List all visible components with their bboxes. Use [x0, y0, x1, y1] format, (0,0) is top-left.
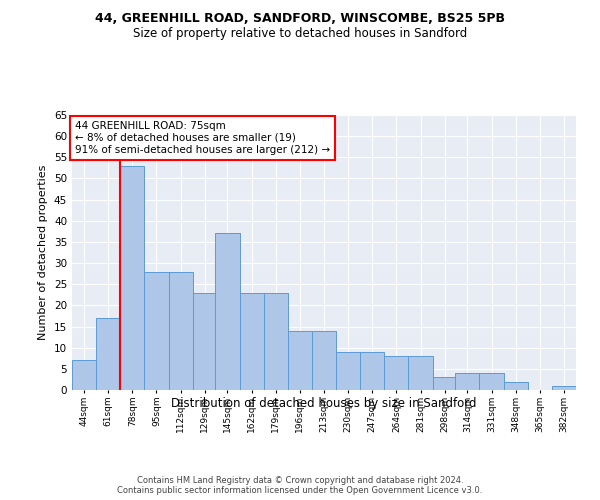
Bar — [360, 352, 385, 390]
Bar — [479, 373, 503, 390]
Bar — [169, 272, 193, 390]
Bar — [120, 166, 145, 390]
Text: Contains HM Land Registry data © Crown copyright and database right 2024.
Contai: Contains HM Land Registry data © Crown c… — [118, 476, 482, 495]
Bar — [385, 356, 409, 390]
Text: 44, GREENHILL ROAD, SANDFORD, WINSCOMBE, BS25 5PB: 44, GREENHILL ROAD, SANDFORD, WINSCOMBE,… — [95, 12, 505, 26]
Text: 44 GREENHILL ROAD: 75sqm
← 8% of detached houses are smaller (19)
91% of semi-de: 44 GREENHILL ROAD: 75sqm ← 8% of detache… — [75, 122, 330, 154]
Text: Size of property relative to detached houses in Sandford: Size of property relative to detached ho… — [133, 28, 467, 40]
Bar — [145, 272, 169, 390]
Bar — [96, 318, 120, 390]
Bar — [552, 386, 576, 390]
Text: Distribution of detached houses by size in Sandford: Distribution of detached houses by size … — [171, 398, 477, 410]
Y-axis label: Number of detached properties: Number of detached properties — [38, 165, 49, 340]
Bar — [193, 292, 217, 390]
Bar — [215, 234, 239, 390]
Bar — [503, 382, 528, 390]
Bar — [336, 352, 360, 390]
Bar — [455, 373, 479, 390]
Bar — [433, 378, 457, 390]
Bar — [263, 292, 288, 390]
Bar — [239, 292, 263, 390]
Bar — [288, 331, 312, 390]
Bar — [72, 360, 96, 390]
Bar — [409, 356, 433, 390]
Bar — [312, 331, 336, 390]
